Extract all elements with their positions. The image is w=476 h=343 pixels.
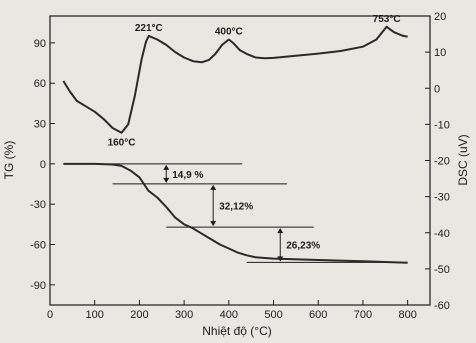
right-axis-ticks: 20 10 0 -10 -20 -30 -40 -50 -60: [425, 11, 450, 312]
x-tick-label: 200: [130, 309, 148, 321]
arrowhead-up: [163, 164, 170, 170]
x-axis-title: Nhiệt độ (°C): [202, 324, 272, 338]
right-axis-title: DSC (uV): [456, 134, 470, 185]
mass-loss-label: 14,9 %: [172, 170, 203, 181]
arrowhead-down: [277, 256, 284, 262]
right-tick-label: -40: [434, 228, 450, 240]
x-tick-label: 300: [175, 309, 193, 321]
left-axis-ticks: 90 60 30 0 -30 -60 -90: [30, 38, 55, 292]
left-tick-label: -30: [30, 199, 46, 211]
arrowhead-down: [210, 221, 217, 227]
left-tick-label: -60: [30, 240, 46, 252]
left-tick-label: 0: [40, 159, 46, 171]
right-tick-label: -10: [434, 119, 450, 131]
right-tick-label: 20: [434, 11, 446, 23]
peak-label: 400°C: [215, 26, 243, 37]
right-tick-label: 0: [434, 83, 440, 95]
left-tick-label: -90: [30, 280, 46, 292]
right-tick-label: -50: [434, 264, 450, 276]
mass-loss-label: 26,23%: [286, 241, 320, 252]
x-axis-ticks: 0 100 200 300 400 500 600 700 800: [47, 300, 417, 321]
peak-label: 221°C: [135, 23, 163, 34]
left-tick-label: 30: [34, 119, 46, 131]
right-tick-label: 10: [434, 47, 446, 59]
x-tick-label: 0: [47, 309, 53, 321]
x-tick-label: 700: [354, 309, 372, 321]
arrowhead-down: [163, 177, 170, 183]
peak-label: 753°C: [373, 14, 401, 25]
x-tick-label: 100: [86, 309, 104, 321]
annotations: 160°C 221°C 400°C 753°C 14,9 % 32,12% 26,23%: [108, 14, 401, 262]
left-tick-label: 90: [34, 38, 46, 50]
peak-label: 160°C: [108, 138, 136, 149]
tg-reference-lines: [63, 163, 408, 263]
dsc-curve: [62, 25, 408, 134]
curves: [62, 25, 408, 264]
x-tick-label: 500: [264, 309, 282, 321]
right-tick-label: -20: [434, 156, 450, 168]
mass-loss-label: 32,12%: [219, 201, 253, 212]
left-tick-label: 60: [34, 78, 46, 90]
x-tick-label: 800: [398, 309, 416, 321]
x-tick-label: 600: [309, 309, 327, 321]
x-tick-label: 400: [220, 309, 238, 321]
tg-curve: [63, 162, 408, 264]
right-tick-label: -30: [434, 192, 450, 204]
right-tick-label: -60: [434, 300, 450, 312]
arrowhead-up: [210, 184, 217, 190]
arrowhead-up: [277, 228, 284, 234]
left-axis-title: TG (%): [2, 141, 16, 180]
